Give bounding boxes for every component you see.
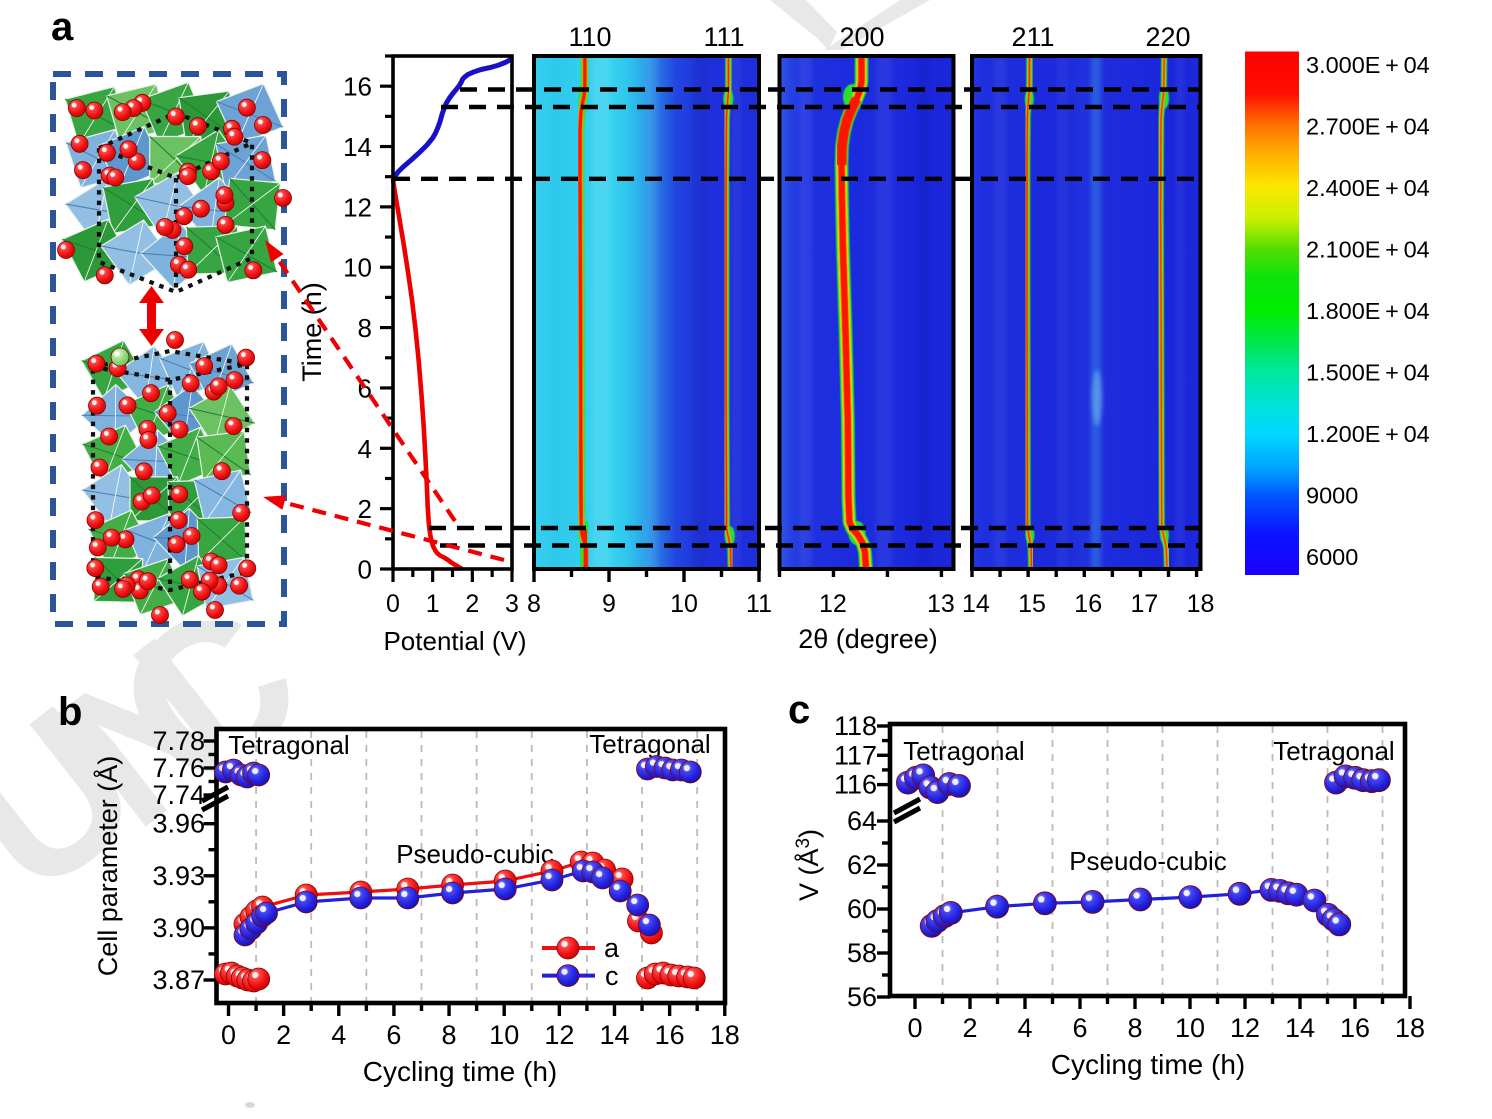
svg-text:4: 4 xyxy=(331,1020,346,1050)
svg-text:16: 16 xyxy=(1074,590,1102,618)
svg-text:2: 2 xyxy=(358,494,372,524)
svg-text:Tetragonal: Tetragonal xyxy=(1273,736,1394,766)
svg-text:Pseudo-cubic: Pseudo-cubic xyxy=(396,839,554,869)
svg-text:a: a xyxy=(604,933,620,963)
svg-text:211: 211 xyxy=(1011,22,1054,52)
svg-text:6: 6 xyxy=(386,1020,401,1050)
svg-text:2.700E + 04: 2.700E + 04 xyxy=(1306,114,1430,140)
svg-text:2.400E + 04: 2.400E + 04 xyxy=(1306,175,1430,201)
svg-text:111: 111 xyxy=(703,22,744,52)
svg-text:12: 12 xyxy=(544,1020,574,1050)
svg-text:4: 4 xyxy=(358,434,372,464)
svg-text:3: 3 xyxy=(505,590,519,618)
svg-text:3.87: 3.87 xyxy=(152,965,205,995)
svg-text:8: 8 xyxy=(527,590,541,618)
svg-text:14: 14 xyxy=(962,590,990,618)
svg-text:2: 2 xyxy=(465,590,479,618)
svg-text:2: 2 xyxy=(962,1013,977,1043)
svg-text:Tetragonal: Tetragonal xyxy=(589,729,710,759)
svg-text:18: 18 xyxy=(1395,1013,1425,1043)
svg-text:9: 9 xyxy=(602,590,616,618)
svg-text:12: 12 xyxy=(819,590,847,618)
svg-text:3.93: 3.93 xyxy=(152,861,205,891)
svg-text:110: 110 xyxy=(568,22,611,52)
svg-text:14: 14 xyxy=(1285,1013,1315,1043)
svg-text:Cell parameter (Å): Cell parameter (Å) xyxy=(92,756,123,977)
svg-text:6000: 6000 xyxy=(1306,544,1358,570)
svg-text:13: 13 xyxy=(927,590,955,618)
svg-text:6: 6 xyxy=(1072,1013,1087,1043)
svg-text:b: b xyxy=(58,690,82,734)
svg-text:7.76: 7.76 xyxy=(152,753,205,783)
svg-text:8: 8 xyxy=(442,1020,457,1050)
svg-text:15: 15 xyxy=(1018,590,1046,618)
svg-text:4: 4 xyxy=(1017,1013,1032,1043)
svg-text:1: 1 xyxy=(426,590,440,618)
svg-text:0: 0 xyxy=(907,1013,922,1043)
svg-text:3.96: 3.96 xyxy=(152,809,205,839)
svg-text:58: 58 xyxy=(847,938,877,968)
svg-text:200: 200 xyxy=(839,22,884,52)
svg-text:Tetragonal: Tetragonal xyxy=(903,736,1024,766)
svg-text:c: c xyxy=(605,961,619,991)
svg-text:Potential (V): Potential (V) xyxy=(383,626,526,656)
svg-text:220: 220 xyxy=(1145,22,1190,52)
svg-text:56: 56 xyxy=(847,982,877,1012)
svg-text:17: 17 xyxy=(1130,590,1158,618)
svg-text:18: 18 xyxy=(1187,590,1215,618)
svg-text:10: 10 xyxy=(489,1020,519,1050)
svg-text:Cycling time (h): Cycling time (h) xyxy=(1051,1049,1245,1080)
svg-text:118: 118 xyxy=(834,711,877,741)
svg-text:18: 18 xyxy=(710,1020,740,1050)
svg-text:a: a xyxy=(51,5,74,49)
svg-text:14: 14 xyxy=(343,132,372,162)
svg-text:c: c xyxy=(788,688,810,732)
svg-text:2.100E + 04: 2.100E + 04 xyxy=(1306,237,1430,263)
svg-text:10: 10 xyxy=(670,590,698,618)
svg-text:117: 117 xyxy=(834,740,877,770)
svg-text:2: 2 xyxy=(276,1020,291,1050)
svg-text:62: 62 xyxy=(847,850,877,880)
svg-text:Cycling time (h): Cycling time (h) xyxy=(363,1056,557,1087)
svg-text:12: 12 xyxy=(343,192,372,222)
svg-text:16: 16 xyxy=(655,1020,685,1050)
svg-text:1.800E + 04: 1.800E + 04 xyxy=(1306,298,1430,324)
svg-text:12: 12 xyxy=(1230,1013,1260,1043)
svg-text:9000: 9000 xyxy=(1306,483,1358,509)
svg-text:7.78: 7.78 xyxy=(152,726,205,756)
svg-text:0: 0 xyxy=(386,590,400,618)
svg-text:64: 64 xyxy=(847,806,877,836)
svg-text:2θ (degree): 2θ (degree) xyxy=(798,624,938,654)
svg-text:Time (h): Time (h) xyxy=(297,282,327,382)
svg-text:1.200E + 04: 1.200E + 04 xyxy=(1306,421,1430,447)
svg-text:60: 60 xyxy=(847,894,877,924)
svg-text:1.500E + 04: 1.500E + 04 xyxy=(1306,360,1430,386)
svg-text:8: 8 xyxy=(1127,1013,1142,1043)
svg-text:Pseudo-cubic: Pseudo-cubic xyxy=(1069,846,1227,876)
svg-text:3.90: 3.90 xyxy=(152,913,205,943)
svg-text:0: 0 xyxy=(221,1020,236,1050)
svg-text:7.74: 7.74 xyxy=(152,780,205,810)
svg-text:11: 11 xyxy=(746,590,772,618)
svg-text:16: 16 xyxy=(343,72,372,102)
svg-text:8: 8 xyxy=(358,313,372,343)
svg-text:10: 10 xyxy=(1175,1013,1205,1043)
svg-text:10: 10 xyxy=(343,253,372,283)
svg-text:Tetragonal: Tetragonal xyxy=(228,730,349,760)
svg-text:0: 0 xyxy=(358,555,372,585)
svg-text:116: 116 xyxy=(834,770,877,800)
svg-text:3.000E + 04: 3.000E + 04 xyxy=(1306,52,1430,78)
svg-text:14: 14 xyxy=(599,1020,629,1050)
svg-text:16: 16 xyxy=(1340,1013,1370,1043)
